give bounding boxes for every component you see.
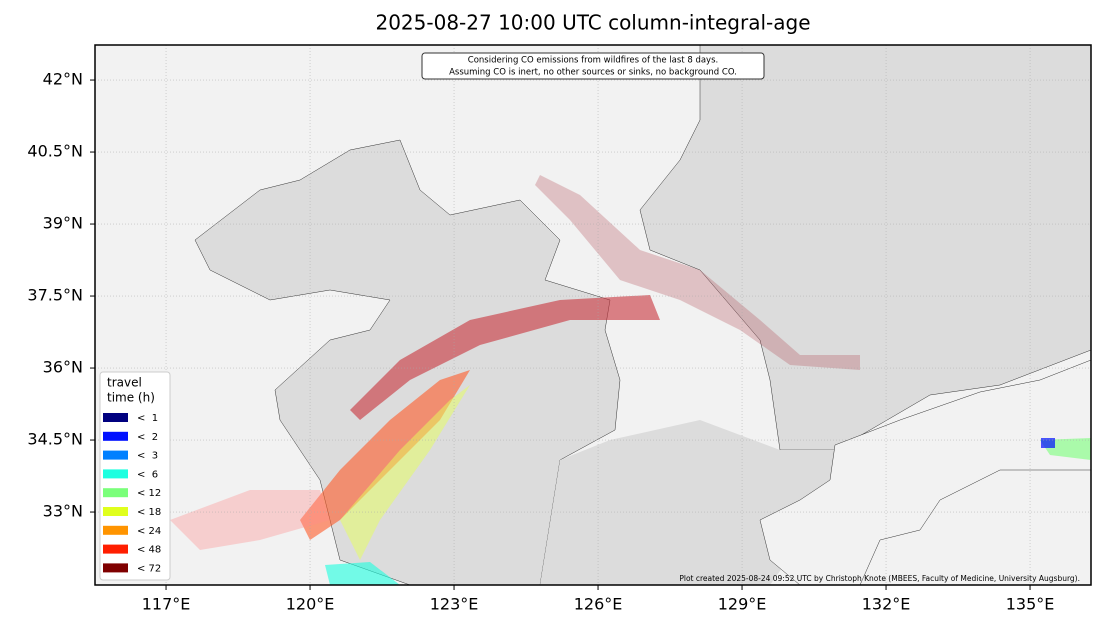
credit: Plot created 2025-08-24 09:52 UTC by Chr… [679, 574, 1080, 583]
x-tick-label: 135°E [1006, 595, 1055, 614]
x-tick-label: 126°E [574, 595, 623, 614]
plume [300, 370, 470, 540]
x-tick-label: 129°E [718, 595, 767, 614]
chart-title: 2025-08-27 10:00 UTC column-integral-age [375, 11, 810, 35]
map [95, 45, 1091, 585]
legend-swatch [103, 469, 128, 479]
legend-swatch [103, 450, 128, 460]
y-tick-label: 37.5°N [27, 286, 83, 305]
legend-swatch [103, 563, 128, 573]
x-tick-label: 132°E [862, 595, 911, 614]
y-tick-label: 34.5°N [27, 430, 83, 449]
legend-label: < 48 [137, 545, 161, 556]
sea [639, 45, 1091, 451]
legend-swatch [103, 507, 128, 516]
y-tick-label: 33°N [43, 502, 83, 521]
sea [540, 420, 835, 585]
legend-label: < 1 [137, 413, 158, 424]
y-tick-label: 36°N [43, 358, 83, 377]
y-tick-label: 40.5°N [27, 142, 83, 161]
legend-swatch [103, 544, 128, 554]
legend-label: < 72 [137, 563, 161, 574]
legend-swatch [103, 431, 128, 441]
annotation: Assuming CO is inert, no other sources o… [449, 68, 737, 78]
annotation-box [421, 52, 765, 80]
legend-label: < 6 [137, 469, 158, 480]
plume [325, 562, 400, 585]
legend-label: < 18 [137, 507, 161, 518]
y-tick-label: 42°N [43, 70, 83, 89]
legend-swatch [103, 488, 128, 498]
legend-title: time (h) [107, 391, 155, 405]
plume [535, 175, 860, 370]
x-tick-label: 123°E [430, 595, 479, 614]
legend-label: < 3 [137, 451, 158, 462]
legend-label: < 2 [137, 432, 158, 443]
plume [340, 385, 470, 560]
x-tick-label: 117°E [142, 595, 191, 614]
x-tick-label: 120°E [286, 595, 335, 614]
y-tick-label: 39°N [43, 214, 83, 233]
plume [1041, 438, 1055, 448]
legend-label: < 12 [137, 488, 161, 499]
legend-title: travel [107, 376, 142, 390]
plot-frame [94, 44, 1092, 586]
legend-label: < 24 [137, 526, 161, 537]
annotation: Considering CO emissions from wildfires … [468, 56, 718, 66]
legend-swatch [103, 525, 128, 535]
plume [350, 295, 660, 420]
plume [170, 490, 330, 550]
legend-swatch [103, 413, 128, 422]
